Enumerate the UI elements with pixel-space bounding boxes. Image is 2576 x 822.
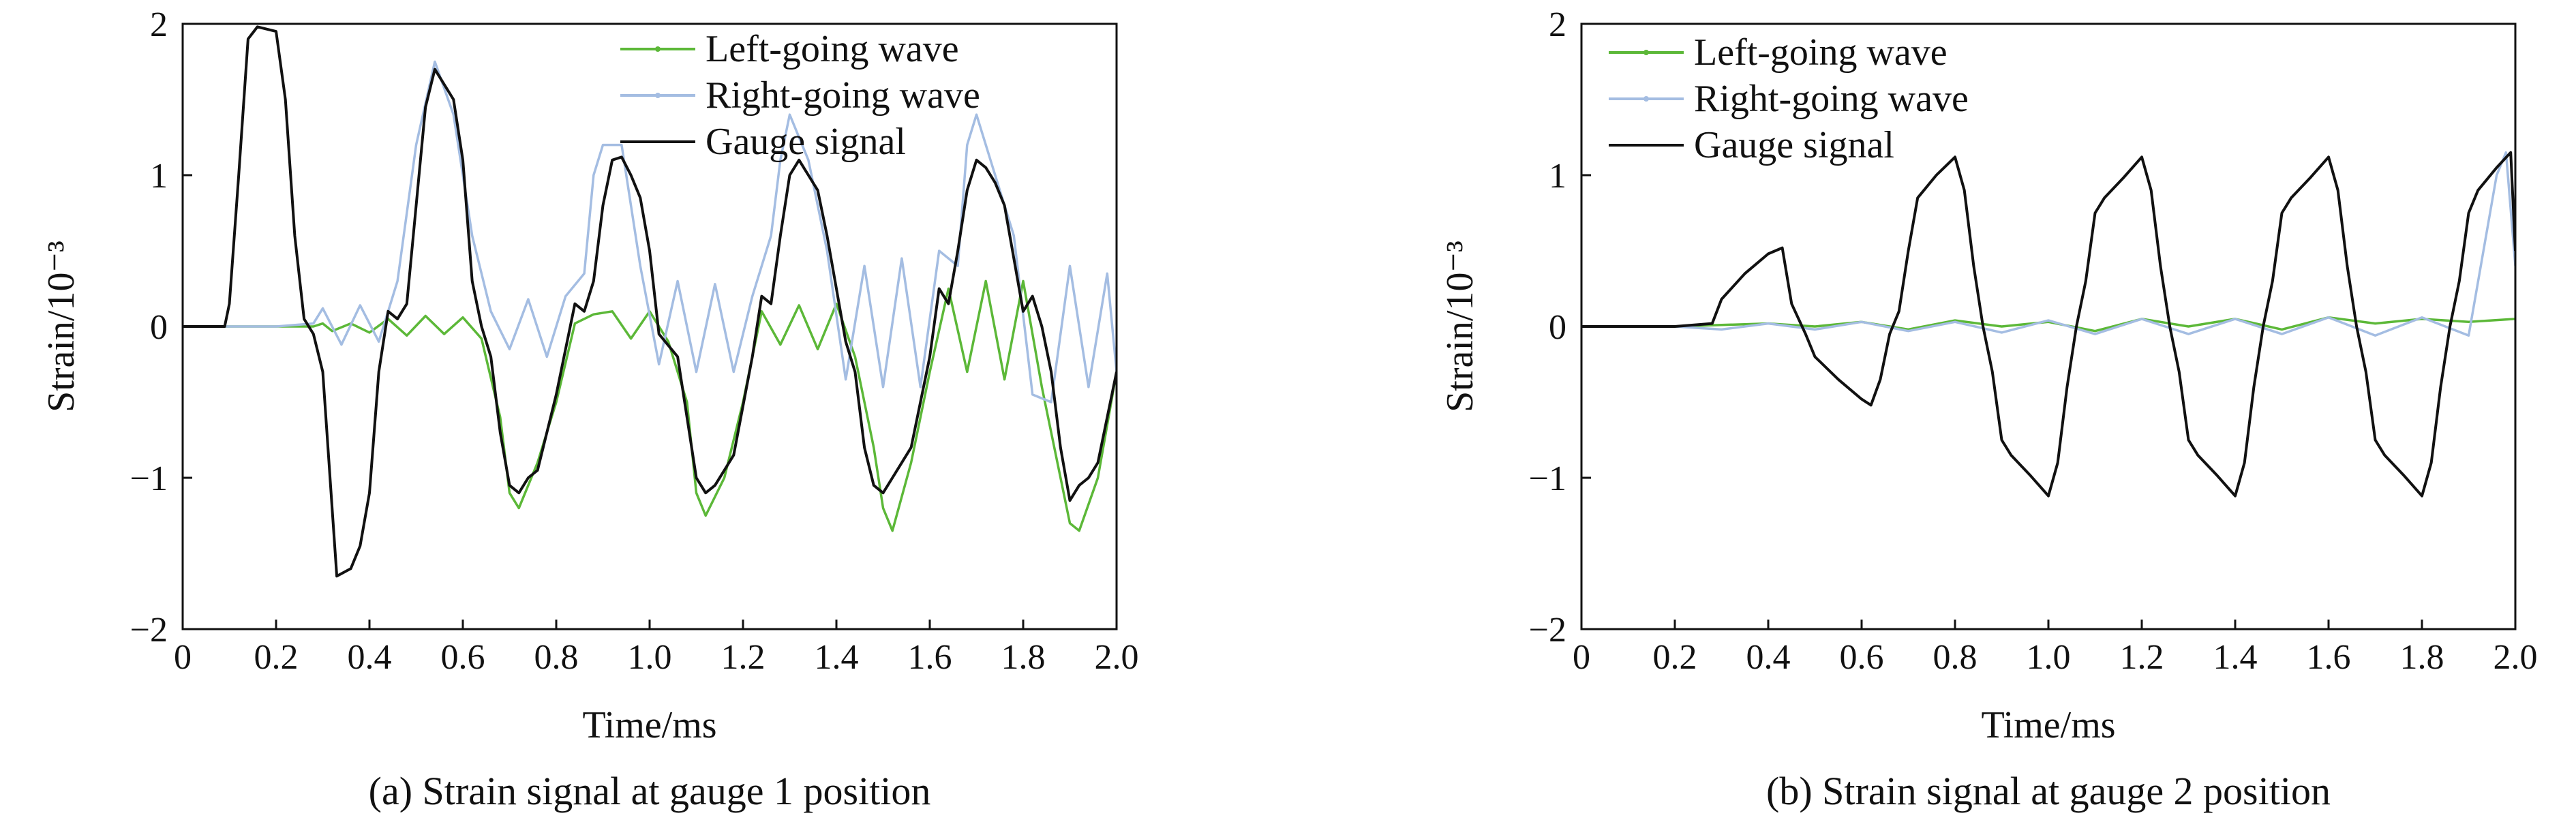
legend-label: Gauge signal — [706, 121, 906, 163]
x-tick-label: 0 — [1573, 638, 1590, 677]
legend-marker — [655, 93, 661, 98]
plot-area — [183, 25, 1117, 578]
x-tick-label: 1.6 — [2307, 638, 2351, 677]
y-tick-label: 2 — [1549, 5, 1566, 44]
legend-label: Right-going wave — [706, 74, 980, 117]
x-tick-label: 0.4 — [1746, 638, 1791, 677]
legend-label: Right-going wave — [1694, 78, 1969, 120]
x-tick-label: 1.8 — [2400, 638, 2444, 677]
series-line-right-going-wave — [183, 60, 1117, 404]
x-tick-label: 0.2 — [254, 638, 299, 677]
y-tick-label: 1 — [150, 157, 168, 196]
x-tick-label: 2.0 — [2494, 638, 2538, 677]
series-line-gauge-signal — [1581, 151, 2515, 498]
y-tick-label: −1 — [130, 459, 168, 498]
figure-caption: (a) Strain signal at gauge 1 position — [369, 769, 931, 813]
y-axis-label: Strain/10⁻³ — [1439, 241, 1481, 412]
y-tick-label: 2 — [150, 5, 168, 44]
y-tick-label: −2 — [1529, 611, 1566, 650]
x-tick-label: 2.0 — [1095, 638, 1139, 677]
x-tick-label: 1.4 — [815, 638, 859, 677]
x-axis-label: Time/ms — [1981, 704, 2115, 746]
x-tick-label: 0.8 — [534, 638, 579, 677]
x-tick-label: 0.2 — [1653, 638, 1697, 677]
figure-caption: (b) Strain signal at gauge 2 position — [1766, 769, 2331, 813]
series-line-gauge-signal — [183, 25, 1117, 578]
x-tick-label: 1.2 — [721, 638, 766, 677]
x-tick-label: 1.0 — [2027, 638, 2071, 677]
series-line-right-going-wave — [1581, 151, 2515, 337]
x-tick-label: 1.6 — [908, 638, 952, 677]
x-axis-label: Time/ms — [582, 704, 716, 746]
series-line-left-going-wave — [1581, 316, 2515, 333]
legend-label: Left-going wave — [1694, 31, 1948, 74]
y-tick-label: −2 — [130, 611, 168, 650]
legend-label: Left-going wave — [706, 28, 959, 70]
legend-marker — [1643, 96, 1649, 102]
y-axis-label: Strain/10⁻³ — [40, 241, 82, 412]
x-tick-label: 1.0 — [628, 638, 672, 677]
y-tick-label: 0 — [1549, 308, 1566, 347]
x-tick-label: 0 — [174, 638, 192, 677]
chart-panel-a: 0 0.2 0.4 0.6 0.8 1.0 1.2 1.4 1.6 1.8 2.0 −2 −1 0 1 2 Ti… — [40, 5, 1139, 813]
chart-panel-b: 0 0.2 0.4 0.6 0.8 1.0 1.2 1.4 1.6 1.8 2.0 −2 −1 0 1 2 Ti… — [1439, 5, 2538, 813]
y-tick-label: 1 — [1549, 157, 1566, 196]
x-tick-label: 1.4 — [2213, 638, 2258, 677]
legend-label: Gauge signal — [1694, 124, 1894, 166]
x-tick-label: 1.2 — [2120, 638, 2164, 677]
x-tick-label: 1.8 — [1001, 638, 1046, 677]
legend-marker — [1643, 50, 1649, 55]
x-tick-label: 0.8 — [1933, 638, 1978, 677]
x-tick-label: 0.4 — [348, 638, 392, 677]
x-tick-label: 0.6 — [441, 638, 485, 677]
y-tick-label: 0 — [150, 308, 168, 347]
x-tick-label: 0.6 — [1840, 638, 1884, 677]
plot-area — [1581, 151, 2515, 498]
legend-marker — [655, 46, 661, 52]
y-tick-label: −1 — [1529, 459, 1566, 498]
